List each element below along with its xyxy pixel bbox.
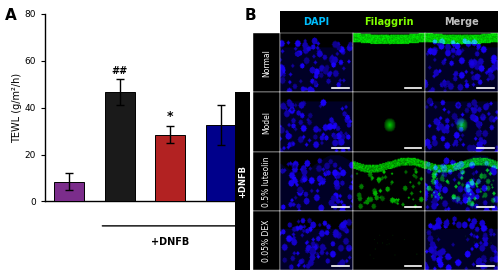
Bar bbox=[104, 92, 135, 201]
Text: DAPI: DAPI bbox=[303, 17, 330, 27]
Text: +DNFB: +DNFB bbox=[151, 237, 190, 247]
Text: 0.5% luteolin: 0.5% luteolin bbox=[262, 156, 271, 207]
Text: +DNFB: +DNFB bbox=[238, 165, 247, 198]
Bar bbox=[206, 125, 236, 201]
Text: 0.05% DEX: 0.05% DEX bbox=[262, 220, 271, 262]
Text: B: B bbox=[245, 8, 256, 23]
Text: Filaggrin: Filaggrin bbox=[364, 17, 414, 27]
Text: Merge: Merge bbox=[444, 17, 478, 27]
Text: Model: Model bbox=[262, 111, 271, 134]
Bar bbox=[54, 182, 84, 201]
Text: Normal: Normal bbox=[262, 49, 271, 77]
Text: ##: ## bbox=[112, 66, 128, 76]
Y-axis label: TEWL (g/m²/h): TEWL (g/m²/h) bbox=[12, 73, 22, 143]
Text: *: * bbox=[167, 110, 173, 123]
Bar bbox=[155, 135, 186, 201]
Text: A: A bbox=[5, 8, 17, 23]
